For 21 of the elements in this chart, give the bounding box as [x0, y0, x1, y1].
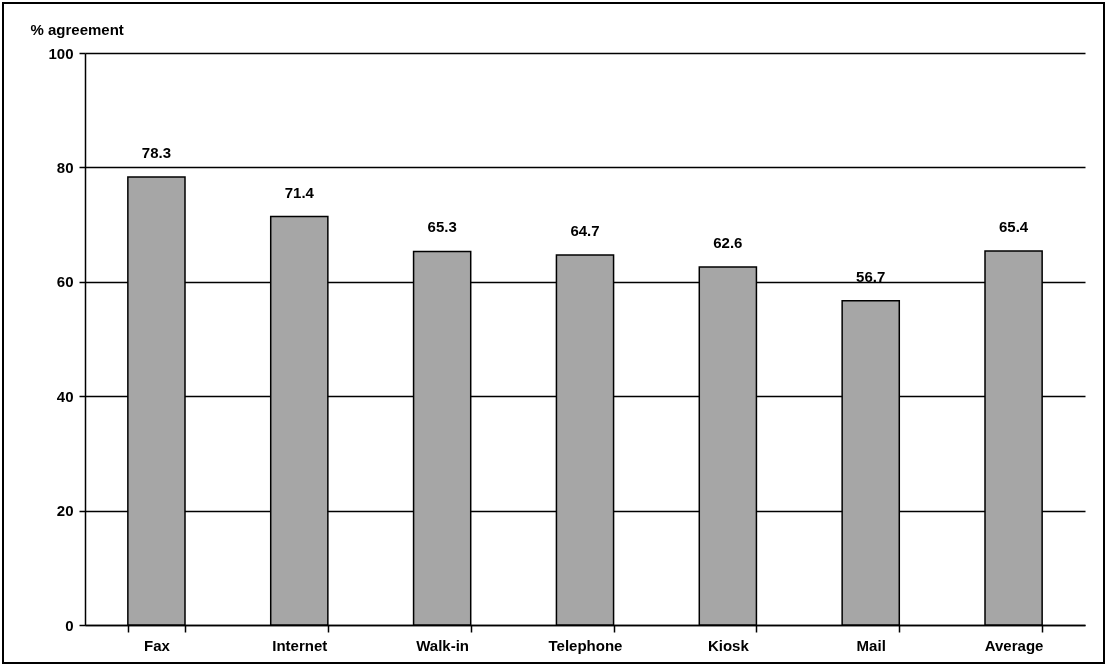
data-label: 78.3: [141, 144, 172, 162]
x-tick-label: Mail: [856, 636, 886, 654]
y-axis-title: % agreement: [30, 20, 124, 38]
y-tick-label: 0: [65, 616, 74, 634]
x-tick-label: Walk-in: [416, 636, 470, 654]
data-label: 56.7: [856, 267, 886, 285]
y-tick-label: 40: [56, 387, 74, 405]
y-tick-label: 80: [56, 158, 74, 176]
x-tick-label: Kiosk: [707, 636, 750, 654]
x-tick-label: Fax: [144, 636, 171, 654]
data-label: 65.4: [998, 217, 1029, 235]
data-label: 71.4: [284, 183, 315, 201]
x-tick-label: Internet: [272, 636, 328, 654]
y-tick-label: 60: [56, 273, 74, 291]
data-label: 62.6: [713, 233, 743, 251]
x-tick-label: Average: [984, 636, 1044, 654]
data-label: 65.3: [427, 218, 457, 236]
x-tick-label: Telephone: [548, 636, 623, 654]
y-tick-label: 100: [48, 44, 74, 62]
y-tick-label: 20: [56, 502, 74, 520]
data-label: 64.7: [570, 221, 600, 239]
